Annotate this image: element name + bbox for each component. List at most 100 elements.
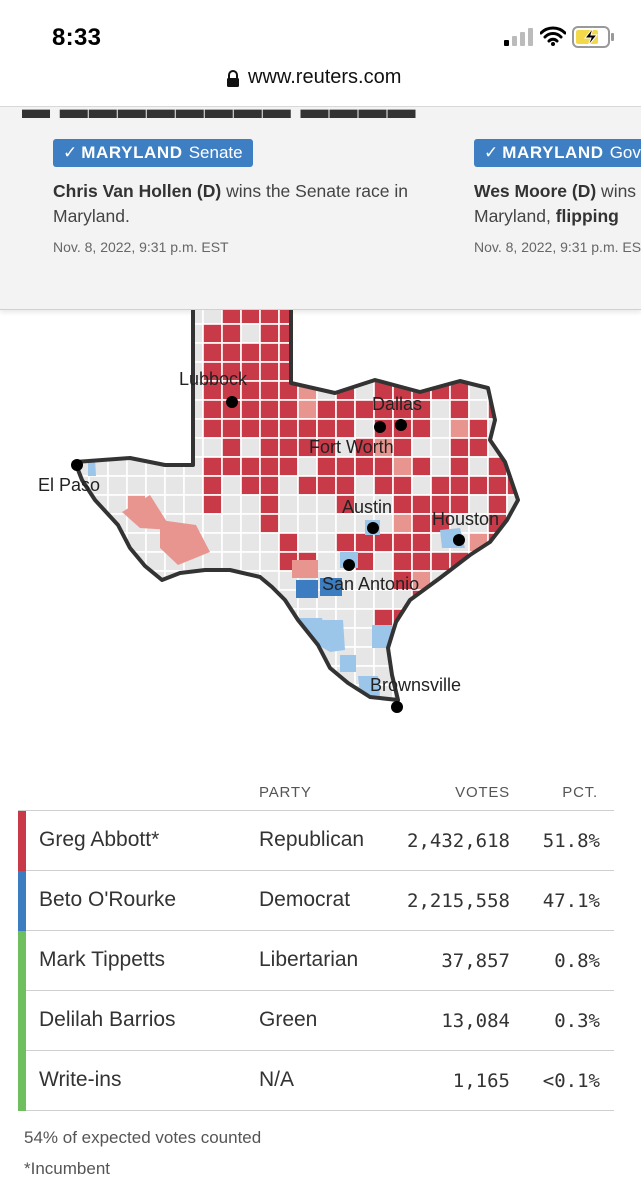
county <box>145 684 166 700</box>
county <box>145 418 166 439</box>
county <box>240 589 261 610</box>
county <box>506 310 518 325</box>
county <box>107 608 128 629</box>
county <box>88 418 109 439</box>
county <box>430 456 451 477</box>
county <box>297 494 318 515</box>
county <box>430 418 451 439</box>
county <box>88 399 109 420</box>
county <box>107 665 128 686</box>
alert-card[interactable]: ✓ MARYLAND Senate Chris Van Hollen (D) win… <box>53 139 483 255</box>
county <box>297 361 318 382</box>
county <box>449 646 470 667</box>
county <box>278 342 299 363</box>
county <box>278 323 299 344</box>
county <box>259 342 280 363</box>
race-badge[interactable]: ✓ MARYLAND Senate <box>53 139 253 167</box>
county <box>88 323 109 344</box>
address-bar[interactable]: www.reuters.com <box>0 60 641 107</box>
texas-map-svg[interactable] <box>0 310 641 730</box>
county <box>240 627 261 648</box>
county <box>336 704 355 723</box>
county <box>88 665 109 686</box>
county <box>165 704 184 723</box>
county <box>335 456 356 477</box>
county <box>278 665 299 686</box>
county <box>392 437 413 458</box>
county <box>335 342 356 363</box>
county <box>468 418 489 439</box>
county <box>75 532 90 553</box>
county <box>487 665 508 686</box>
county <box>164 342 185 363</box>
county <box>411 310 432 325</box>
county <box>297 418 318 439</box>
race-badge[interactable]: ✓MARYLANDGovernor <box>474 139 641 167</box>
url-text[interactable]: www.reuters.com <box>248 66 402 88</box>
vote-percent: 47.1% <box>542 890 600 912</box>
county <box>183 646 204 667</box>
texas-county-map[interactable]: Lubbock Dallas Fort Worth El Paso Austin… <box>0 310 641 730</box>
cut-off-heading: ▬ ▬▬▬▬▬▬▬▬ ▬▬▬▬ <box>22 107 417 124</box>
county <box>259 323 280 344</box>
table-header: PARTY VOTES PCT. <box>18 776 614 811</box>
county <box>354 627 375 648</box>
county <box>183 475 204 496</box>
county <box>506 380 518 401</box>
county <box>411 342 432 363</box>
city-dot-fort-worth <box>374 421 386 433</box>
county <box>107 684 128 700</box>
county <box>278 513 299 534</box>
county <box>107 399 128 420</box>
county <box>88 646 109 667</box>
county <box>373 342 394 363</box>
county <box>259 665 280 686</box>
county <box>145 342 166 363</box>
candidate-name: Write-ins <box>39 1068 122 1091</box>
vote-count: 2,432,618 <box>407 830 510 852</box>
county <box>355 704 374 723</box>
county <box>506 646 518 667</box>
county <box>487 684 508 700</box>
county <box>449 627 470 648</box>
county <box>392 627 413 648</box>
county <box>164 437 185 458</box>
county <box>108 704 127 723</box>
county <box>164 494 185 515</box>
county <box>221 608 242 629</box>
county <box>469 704 488 723</box>
county <box>506 570 518 591</box>
county <box>107 437 128 458</box>
table-row: Beto O'Rourke Democrat 2,215,558 47.1% <box>18 871 614 931</box>
county <box>297 475 318 496</box>
county <box>259 608 280 629</box>
county <box>126 399 147 420</box>
county <box>164 646 185 667</box>
county <box>88 532 109 553</box>
city-label-dallas: Dallas <box>372 394 423 414</box>
alert-card[interactable]: ✓MARYLANDGovernor Wes Moore (D) wins the… <box>474 139 641 255</box>
county <box>430 627 451 648</box>
alert-timestamp: Nov. 8, 2022, 9:31 p.m. EST <box>474 239 641 255</box>
county <box>278 684 299 700</box>
county <box>430 437 451 458</box>
county <box>145 361 166 382</box>
county <box>221 418 242 439</box>
county <box>221 310 242 325</box>
race-alerts-carousel[interactable]: ▬ ▬▬▬▬▬▬▬▬ ▬▬▬▬ ✓ MARYLAND Senate Chris Va… <box>0 107 641 310</box>
county <box>335 418 356 439</box>
county <box>75 323 90 344</box>
county <box>411 494 432 515</box>
county <box>75 399 90 420</box>
county <box>202 456 223 477</box>
county <box>297 310 318 325</box>
city-label-austin: Austin <box>342 497 393 517</box>
county <box>354 361 375 382</box>
county <box>468 456 489 477</box>
county <box>126 342 147 363</box>
county <box>297 513 318 534</box>
party-name: Green <box>259 1008 318 1031</box>
county <box>240 399 261 420</box>
county <box>202 646 223 667</box>
county <box>107 342 128 363</box>
